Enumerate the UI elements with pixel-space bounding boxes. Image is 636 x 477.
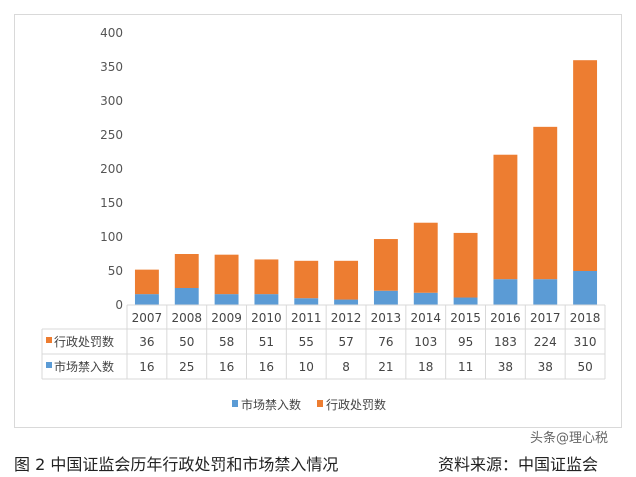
x-tick-label: 2014 — [410, 311, 441, 325]
table-cell: 16 — [139, 360, 154, 374]
table-cell: 50 — [179, 335, 194, 349]
bar-segment — [214, 294, 239, 305]
source-note: 资料来源：中国证监会 — [438, 455, 599, 474]
bar-segment — [533, 126, 558, 280]
bar-segment — [334, 260, 359, 300]
legend-key — [317, 400, 323, 407]
bar-segment — [134, 269, 159, 295]
bar-segment — [573, 60, 598, 272]
y-tick-label: 200 — [100, 162, 123, 176]
bar-segment — [373, 290, 398, 305]
bar-segment — [134, 294, 159, 305]
table-cell: 183 — [494, 335, 517, 349]
table-cell: 11 — [458, 360, 473, 374]
bar-segment — [214, 254, 239, 295]
bar-segment — [334, 299, 359, 305]
legend-key — [232, 400, 238, 407]
y-tick-label: 350 — [100, 60, 123, 74]
x-tick-label: 2012 — [331, 311, 362, 325]
table-cell: 224 — [534, 335, 557, 349]
y-tick-label: 300 — [100, 94, 123, 108]
bar-segment — [294, 260, 319, 299]
table-legend-key — [46, 337, 52, 343]
table-cell: 76 — [378, 335, 393, 349]
x-tick-label: 2011 — [291, 311, 322, 325]
x-tick-label: 2007 — [132, 311, 163, 325]
table-legend-key — [46, 362, 52, 368]
x-tick-label: 2017 — [530, 311, 561, 325]
bar-segment — [413, 222, 438, 293]
bar-segment — [413, 292, 438, 305]
y-tick-label: 50 — [108, 264, 123, 278]
x-tick-label: 2010 — [251, 311, 282, 325]
bar-segment — [373, 239, 398, 291]
table-cell: 25 — [179, 360, 194, 374]
y-tick-label: 150 — [100, 196, 123, 210]
table-cell: 58 — [219, 335, 234, 349]
table-cell: 10 — [299, 360, 314, 374]
watermark: 头条@理心税 — [530, 431, 609, 446]
table-cell: 21 — [378, 360, 393, 374]
table-cell: 95 — [458, 335, 473, 349]
bar-segment — [493, 154, 518, 280]
x-tick-label: 2018 — [570, 311, 601, 325]
y-tick-label: 0 — [115, 298, 123, 312]
bar-segment — [453, 232, 478, 298]
table-cell: 55 — [299, 335, 314, 349]
bar-segment — [533, 279, 558, 305]
table-cell: 103 — [414, 335, 437, 349]
table-cell: 8 — [342, 360, 350, 374]
bar-segment — [493, 279, 518, 305]
y-tick-label: 100 — [100, 230, 123, 244]
x-tick-label: 2016 — [490, 311, 521, 325]
table-cell: 51 — [259, 335, 274, 349]
bar-segment — [174, 254, 199, 288]
x-tick-label: 2008 — [171, 311, 202, 325]
figure-caption: 图 2 中国证监会历年行政处罚和市场禁入情况 — [14, 455, 339, 474]
legend-label: 行政处罚数 — [326, 397, 386, 412]
y-tick-label: 250 — [100, 128, 123, 142]
bar-segment — [453, 297, 478, 305]
table-cell: 18 — [418, 360, 433, 374]
chart-frame — [14, 14, 622, 428]
table-cell: 16 — [259, 360, 274, 374]
table-row-label: 行政处罚数 — [54, 334, 114, 349]
legend-label: 市场禁入数 — [241, 397, 301, 412]
bar-segment — [254, 294, 279, 305]
table-cell: 50 — [577, 360, 592, 374]
table-cell: 16 — [219, 360, 234, 374]
table-row-label: 市场禁入数 — [54, 359, 114, 374]
table-cell: 310 — [574, 335, 597, 349]
bar-segment — [254, 259, 279, 295]
bar-segment — [573, 271, 598, 305]
x-tick-label: 2015 — [450, 311, 481, 325]
table-cell: 57 — [338, 335, 353, 349]
bar-segment — [174, 288, 199, 305]
table-cell: 36 — [139, 335, 154, 349]
y-tick-label: 400 — [100, 26, 123, 40]
bar-segment — [294, 298, 319, 305]
table-cell: 38 — [498, 360, 513, 374]
table-cell: 38 — [538, 360, 553, 374]
x-tick-label: 2009 — [211, 311, 242, 325]
x-tick-label: 2013 — [371, 311, 402, 325]
